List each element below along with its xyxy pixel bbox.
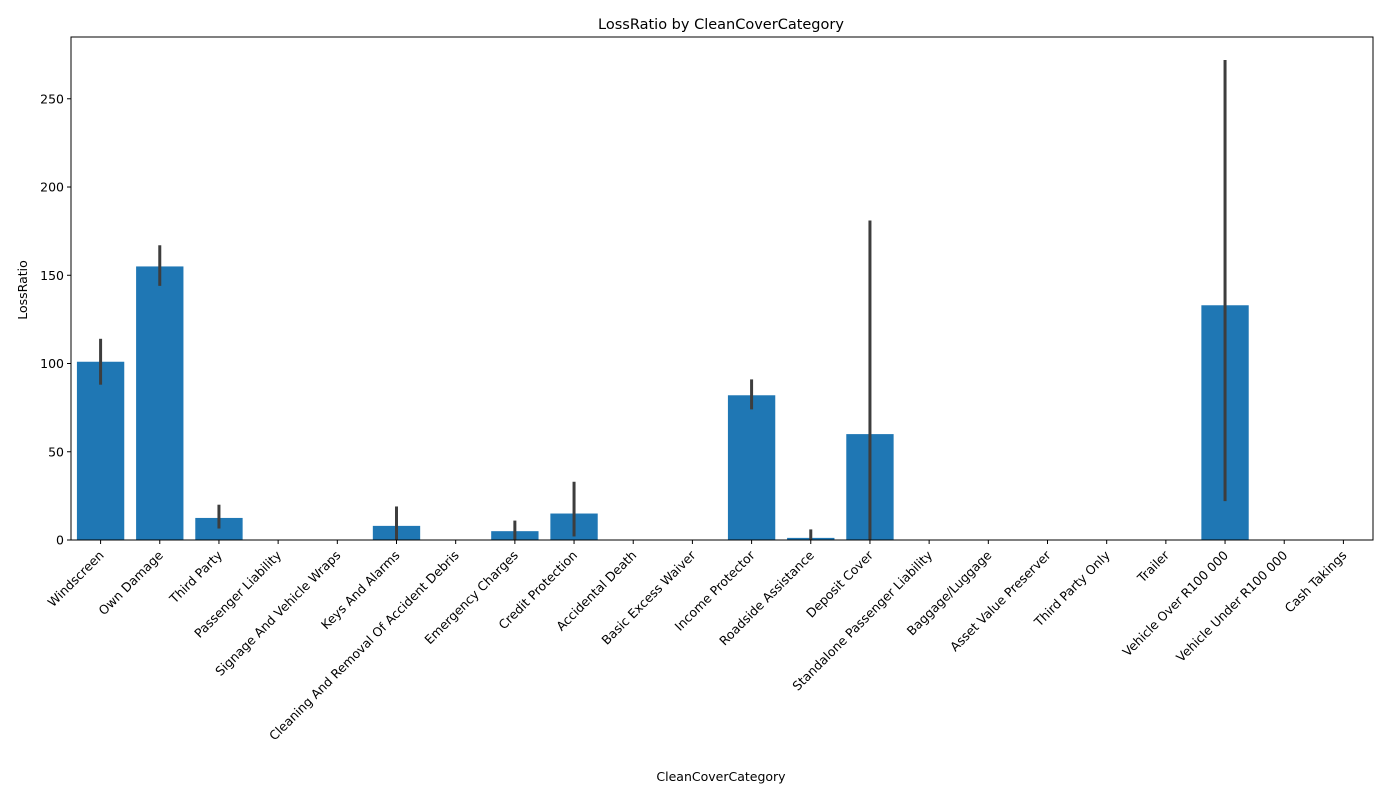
- bar: [136, 266, 184, 540]
- error-bars-layer: [99, 59, 1227, 540]
- y-tick-label: 50: [48, 444, 64, 459]
- bar: [195, 517, 243, 540]
- x-axis-label: CleanCoverCategory: [656, 769, 786, 784]
- y-tick-label: 200: [40, 180, 64, 195]
- y-tick-label: 100: [40, 356, 64, 371]
- plot-frame: [70, 36, 1374, 541]
- bar: [727, 395, 776, 540]
- y-tick-label: 250: [40, 91, 64, 106]
- y-tick-label: 0: [56, 533, 64, 548]
- bar: [76, 361, 125, 540]
- chart-title: LossRatio by CleanCoverCategory: [598, 17, 844, 33]
- y-tick-label: 150: [40, 268, 64, 283]
- y-axis-label: LossRatio: [15, 260, 30, 320]
- y-axis: 0 50 100 150 200 250: [40, 91, 71, 548]
